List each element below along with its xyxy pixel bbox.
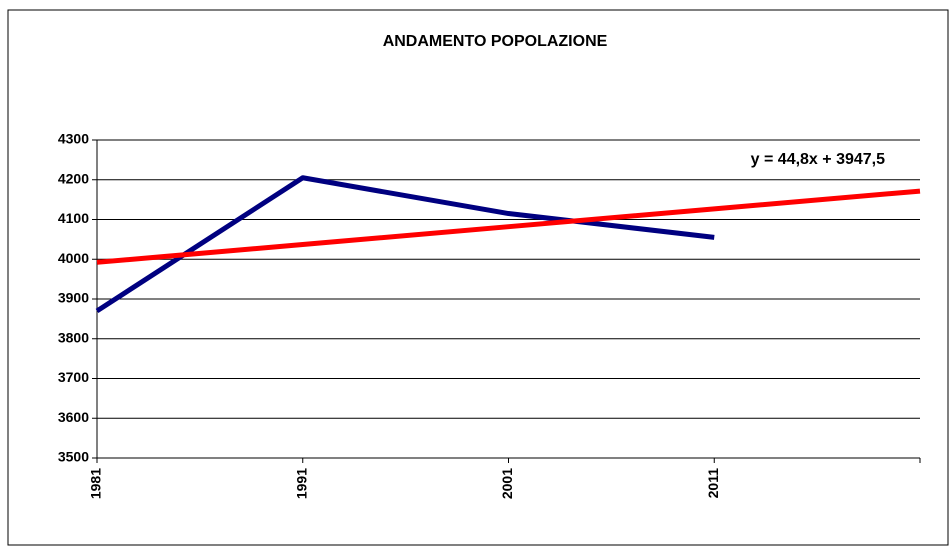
x-tick-label: 1991 <box>293 468 309 499</box>
y-tick-label: 3900 <box>58 290 89 306</box>
y-tick-label: 3700 <box>58 369 89 385</box>
x-tick-label: 1981 <box>88 468 104 499</box>
x-tick-label: 2001 <box>499 468 515 499</box>
series-line <box>95 175 715 314</box>
x-tick-label: 2011 <box>705 468 721 499</box>
chart-title: ANDAMENTO POPOLAZIONE <box>383 33 608 50</box>
y-tick-label: 4100 <box>58 210 89 226</box>
y-tick-label: 3500 <box>58 449 89 465</box>
y-tick-label: 4000 <box>58 250 89 266</box>
y-tick-label: 3800 <box>58 329 89 345</box>
series-line <box>96 188 921 265</box>
y-tick-label: 3600 <box>58 409 89 425</box>
y-tick-label: 4300 <box>58 131 89 147</box>
y-tick-label: 4200 <box>58 170 89 186</box>
trendline-equation: y = 44,8x + 3947,5 <box>751 151 885 168</box>
chart-frame <box>7 9 949 546</box>
